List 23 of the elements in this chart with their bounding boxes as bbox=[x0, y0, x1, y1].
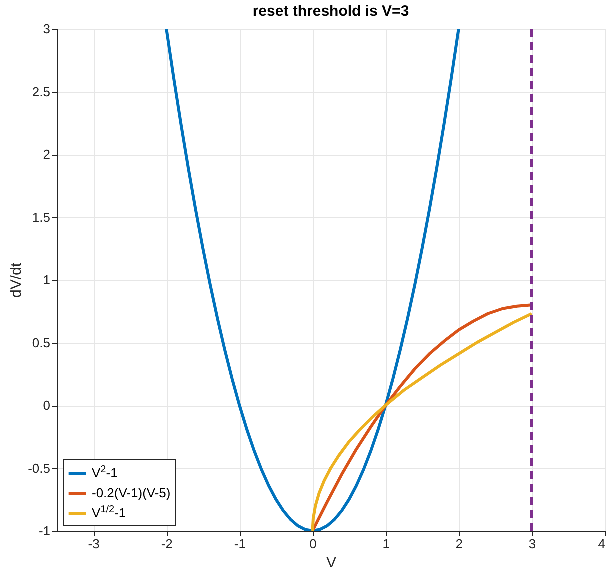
x-tick-label: 4 bbox=[598, 536, 606, 552]
y-axis-title: dV/dt bbox=[8, 262, 26, 298]
legend-label: V$^{1/2}$-1 bbox=[92, 504, 126, 520]
x-axis-title: V bbox=[326, 554, 337, 572]
x-tick-label: 3 bbox=[528, 536, 536, 552]
y-tick-label: 1.5 bbox=[32, 210, 50, 225]
y-tick-label: 2 bbox=[43, 147, 50, 162]
x-tick-label: 2 bbox=[456, 536, 463, 552]
y-tick-label: -0.5 bbox=[28, 460, 50, 476]
x-tick-label: 0 bbox=[310, 536, 317, 552]
x-tick-label: -2 bbox=[161, 536, 173, 552]
chart-title: reset threshold is V=3 bbox=[252, 3, 410, 20]
y-tick-label: 0.5 bbox=[32, 335, 50, 350]
x-tick-label: 1 bbox=[382, 536, 390, 552]
y-tick-label: 1 bbox=[43, 272, 50, 288]
y-tick-label: 2.5 bbox=[32, 84, 50, 100]
y-tick-label: 3 bbox=[43, 22, 50, 36]
y-tick-label: 0 bbox=[43, 398, 50, 413]
y-tick-label: -1 bbox=[38, 524, 50, 538]
x-tick-label: -3 bbox=[88, 536, 100, 552]
legend-label: V$^{2}$-1 bbox=[92, 464, 118, 480]
legend-label: -0.2(V-1)(V-5) bbox=[92, 486, 171, 500]
x-tick-label: -1 bbox=[234, 536, 246, 552]
